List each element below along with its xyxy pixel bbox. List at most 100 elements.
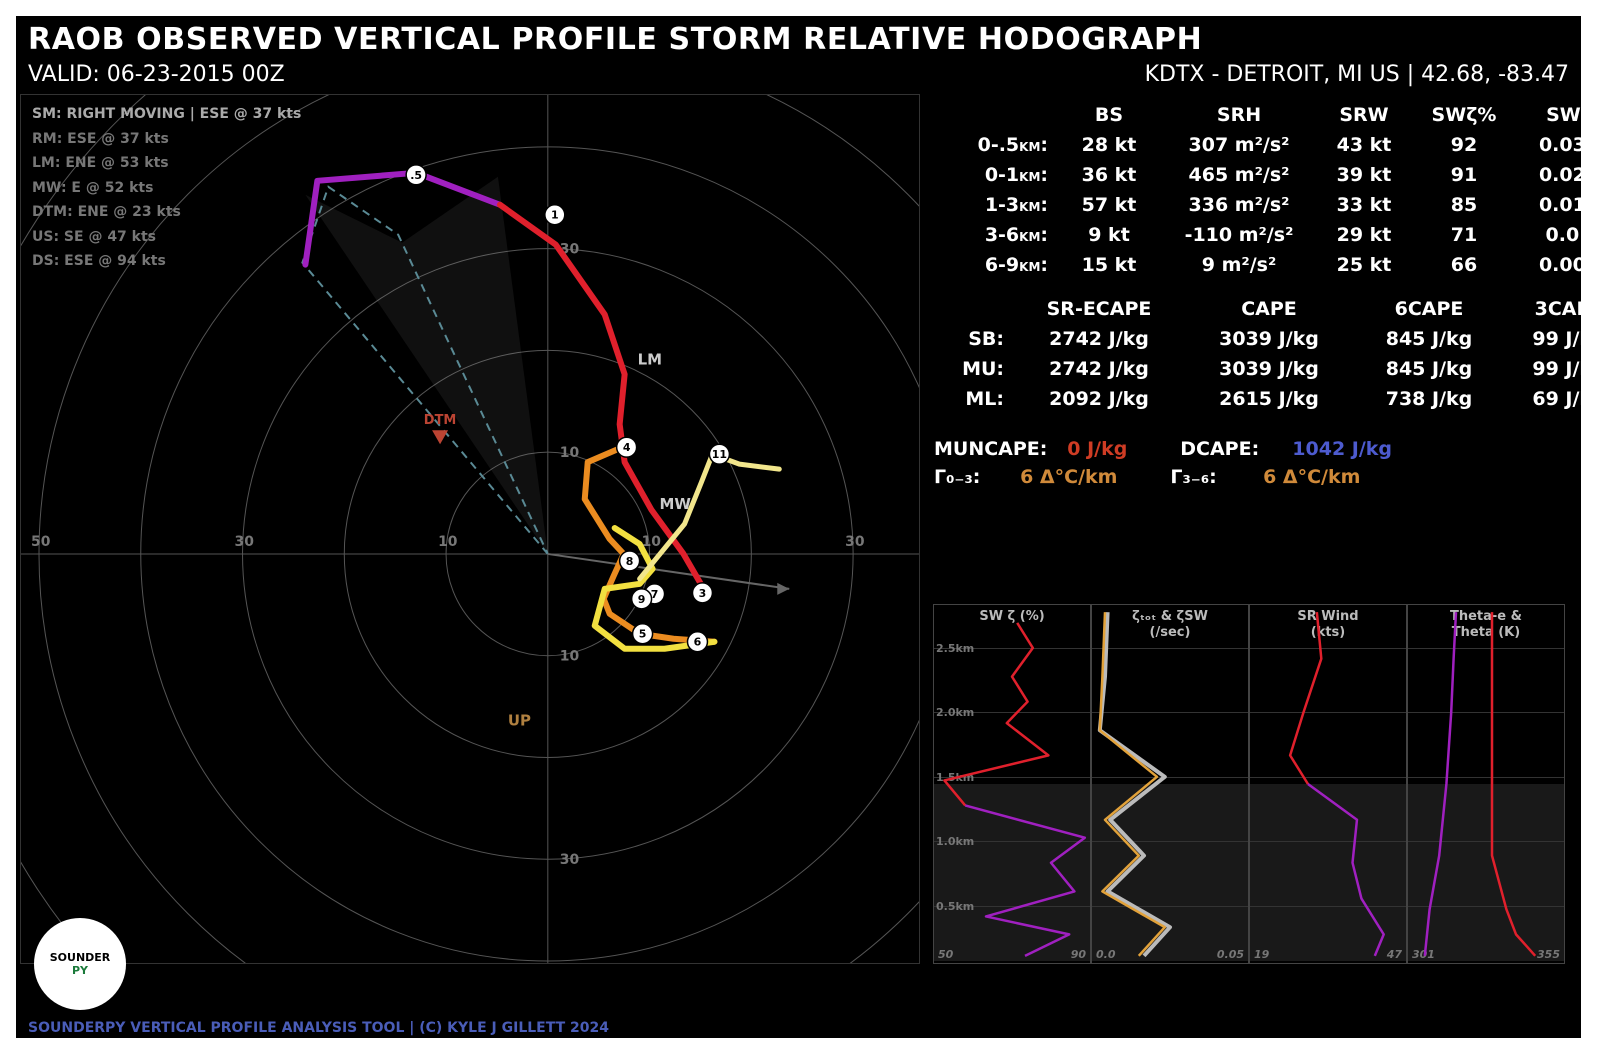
layer-cell: 9 m²/s² bbox=[1164, 254, 1314, 276]
cape-cell: 845 J/kg bbox=[1354, 358, 1504, 380]
svg-text:10: 10 bbox=[438, 534, 458, 550]
svg-text:8: 8 bbox=[626, 555, 634, 568]
layer-cell: 336 m²/s² bbox=[1164, 194, 1314, 216]
layer-cell: 0.023 bbox=[1514, 164, 1597, 186]
svg-text:MW: MW bbox=[660, 495, 692, 513]
svg-text:UP: UP bbox=[508, 712, 531, 730]
station-info: KDTX - DETROIT, MI US | 42.68, -83.47 bbox=[1145, 62, 1569, 87]
layer-row-label: 0-.5KM: bbox=[934, 134, 1054, 156]
layer-cell: 71 bbox=[1414, 224, 1514, 246]
layer-cell: 307 m²/s² bbox=[1164, 134, 1314, 156]
svg-text:10: 10 bbox=[560, 649, 580, 665]
layer-cell: 57 kt bbox=[1054, 194, 1164, 216]
valid-time: VALID: 06-23-2015 00Z bbox=[28, 62, 285, 87]
layer-header: SRH bbox=[1164, 104, 1314, 126]
cape-cell: 2615 J/kg bbox=[1184, 388, 1354, 410]
mini-panel: ζₜₒₜ & ζSW (/sec)0.00.05 bbox=[1091, 604, 1249, 964]
svg-text:50: 50 bbox=[31, 534, 51, 550]
cape-row-label: SB: bbox=[934, 328, 1014, 350]
lapse36-label: Γ₃₋₆: bbox=[1170, 466, 1216, 488]
layer-cell: 66 bbox=[1414, 254, 1514, 276]
lapse36-value: 6 Δ°C/km bbox=[1263, 466, 1360, 488]
cape-cell: 69 J/kg bbox=[1504, 388, 1597, 410]
cape-row-label: ML: bbox=[934, 388, 1014, 410]
sm-line: US: SE @ 47 kts bbox=[32, 225, 301, 250]
footer: SOUNDERPY VERTICAL PROFILE ANALYSIS TOOL… bbox=[28, 1020, 609, 1036]
sm-heading: SM: RIGHT MOVING | ESE @ 37 kts bbox=[32, 102, 301, 127]
layer-cell: 0.005 bbox=[1514, 254, 1597, 276]
layer-cell: -110 m²/s² bbox=[1164, 224, 1314, 246]
dcape-label: DCAPE: bbox=[1180, 438, 1259, 460]
layer-cell: 91 bbox=[1414, 164, 1514, 186]
misc-stats: MUNCAPE: 0 J/kg DCAPE: 1042 J/kg Γ₀₋₃: 6… bbox=[934, 438, 1569, 488]
layer-header: SWζ bbox=[1514, 104, 1597, 126]
layer-cell: 39 kt bbox=[1314, 164, 1414, 186]
cape-cell: 738 J/kg bbox=[1354, 388, 1504, 410]
cape-cell: 99 J/kg bbox=[1504, 358, 1597, 380]
layer-header: SWζ% bbox=[1414, 104, 1514, 126]
svg-text:DTM: DTM bbox=[424, 413, 457, 428]
layer-cell: 43 kt bbox=[1314, 134, 1414, 156]
logo-line1: SOUNDER bbox=[50, 951, 111, 964]
muncape-value: 0 J/kg bbox=[1067, 438, 1127, 460]
cape-cell: 99 J/kg bbox=[1504, 328, 1597, 350]
layer-cell: 0.01 bbox=[1514, 224, 1597, 246]
layer-row-label: 1-3KM: bbox=[934, 194, 1054, 216]
svg-text:4: 4 bbox=[623, 441, 631, 454]
cape-header: 6CAPE bbox=[1354, 298, 1504, 320]
sm-line: DTM: ENE @ 23 kts bbox=[32, 200, 301, 225]
cape-cell: 2742 J/kg bbox=[1014, 328, 1184, 350]
dcape-value: 1042 J/kg bbox=[1292, 438, 1392, 460]
layer-row-label: 6-9KM: bbox=[934, 254, 1054, 276]
layer-cell: 9 kt bbox=[1054, 224, 1164, 246]
svg-text:LM: LM bbox=[638, 350, 662, 368]
logo: SOUNDER PY bbox=[34, 918, 126, 1010]
sm-line: LM: ENE @ 53 kts bbox=[32, 151, 301, 176]
svg-text:30: 30 bbox=[235, 534, 255, 550]
layer-cell: 29 kt bbox=[1314, 224, 1414, 246]
cape-table: SR-ECAPECAPE6CAPE3CAPESB:2742 J/kg3039 J… bbox=[934, 298, 1569, 410]
cape-header: 3CAPE bbox=[1504, 298, 1597, 320]
mini-panel: 2.5km2.0km1.5km1.0km0.5kmSW ζ (%)5090 bbox=[933, 604, 1091, 964]
svg-text:3: 3 bbox=[699, 587, 707, 600]
layer-cell: 0.013 bbox=[1514, 194, 1597, 216]
svg-text:9: 9 bbox=[638, 593, 646, 606]
layer-cell: 36 kt bbox=[1054, 164, 1164, 186]
storm-motion-box: SM: RIGHT MOVING | ESE @ 37 kts RM: ESE … bbox=[32, 102, 301, 274]
layer-row-label: 3-6KM: bbox=[934, 224, 1054, 246]
cape-cell: 3039 J/kg bbox=[1184, 328, 1354, 350]
layer-cell: 85 bbox=[1414, 194, 1514, 216]
svg-text:6: 6 bbox=[694, 636, 702, 649]
cape-cell: 2092 J/kg bbox=[1014, 388, 1184, 410]
sm-line: MW: E @ 52 kts bbox=[32, 176, 301, 201]
mini-panel: SR Wind (kts)1947 bbox=[1249, 604, 1407, 964]
cape-header: CAPE bbox=[1184, 298, 1354, 320]
layer-cell: 465 m²/s² bbox=[1164, 164, 1314, 186]
layer-cell: 92 bbox=[1414, 134, 1514, 156]
cape-cell: 2742 J/kg bbox=[1014, 358, 1184, 380]
svg-text:11: 11 bbox=[712, 448, 727, 461]
layer-cell: 33 kt bbox=[1314, 194, 1414, 216]
cape-cell: 845 J/kg bbox=[1354, 328, 1504, 350]
logo-line2: PY bbox=[50, 964, 111, 977]
title: RAOB OBSERVED VERTICAL PROFILE STORM REL… bbox=[28, 22, 1202, 57]
muncape-label: MUNCAPE: bbox=[934, 438, 1047, 460]
cape-cell: 3039 J/kg bbox=[1184, 358, 1354, 380]
cape-header: SR-ECAPE bbox=[1014, 298, 1184, 320]
cape-row-label: MU: bbox=[934, 358, 1014, 380]
frame: RAOB OBSERVED VERTICAL PROFILE STORM REL… bbox=[0, 0, 1597, 1054]
svg-text:30: 30 bbox=[845, 534, 865, 550]
mini-panel: Theta-e & Theta (K)301355 bbox=[1407, 604, 1565, 964]
svg-text:.5: .5 bbox=[410, 169, 422, 182]
layer-header: BS bbox=[1054, 104, 1164, 126]
mini-profiles: 2.5km2.0km1.5km1.0km0.5kmSW ζ (%)5090ζₜₒ… bbox=[933, 604, 1565, 964]
svg-text:10: 10 bbox=[560, 445, 580, 461]
svg-text:30: 30 bbox=[560, 852, 580, 868]
layer-table: BSSRHSRWSWζ%SWζ0-.5KM:28 kt307 m²/s²43 k… bbox=[934, 104, 1569, 276]
layer-cell: 0.032 bbox=[1514, 134, 1597, 156]
layer-cell: 28 kt bbox=[1054, 134, 1164, 156]
layer-cell: 15 kt bbox=[1054, 254, 1164, 276]
layer-header: SRW bbox=[1314, 104, 1414, 126]
lapse03-value: 6 Δ°C/km bbox=[1020, 466, 1117, 488]
lapse03-label: Γ₀₋₃: bbox=[934, 466, 980, 488]
